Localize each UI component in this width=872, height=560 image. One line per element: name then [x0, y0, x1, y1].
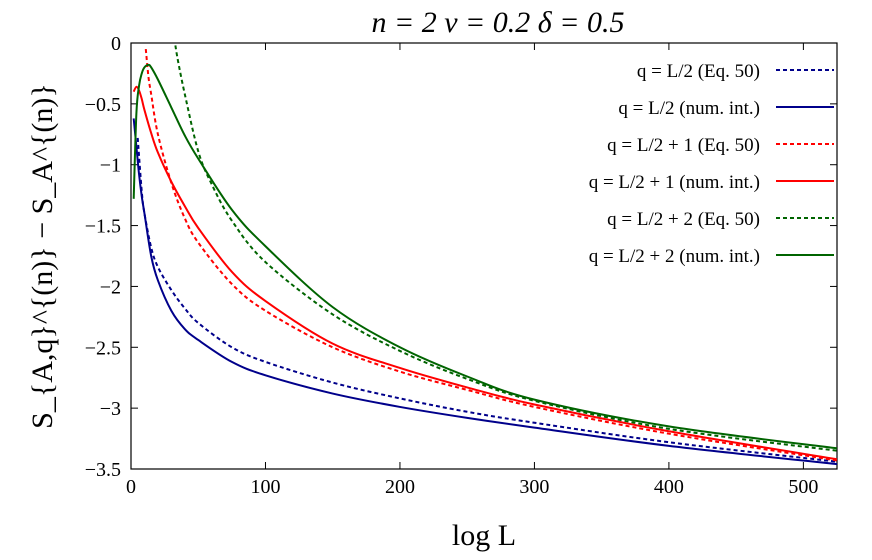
x-tick-label: 300: [519, 476, 549, 498]
series-line-1: [136, 137, 837, 463]
x-tick-label: 200: [385, 476, 415, 498]
y-tick-label: −1: [100, 155, 121, 177]
x-tick-label: 500: [788, 476, 818, 498]
x-axis-label: log L: [452, 519, 516, 552]
y-tick-label: 0: [111, 33, 121, 55]
y-axis-label: S_{A,q}^{(n)} − S_A^{(n)}: [26, 83, 59, 429]
series-line-6: [132, 63, 837, 450]
series-line-5: [174, 45, 837, 452]
legend-label: q = L/2 + 2 (num. int.): [589, 246, 760, 267]
x-tick-label: 400: [654, 476, 684, 498]
legend-label: q = L/2 + 2 (Eq. 50): [607, 209, 760, 230]
y-tick-label: −2.5: [85, 337, 121, 359]
legend-label: q = L/2 (Eq. 50): [637, 61, 760, 82]
x-tick-label: 100: [250, 476, 280, 498]
y-tick-label: −3: [100, 398, 121, 420]
chart-title: n = 2 ν = 0.2 δ = 0.5: [372, 6, 625, 39]
legend-label: q = L/2 + 1 (Eq. 50): [607, 135, 760, 156]
y-tick-label: −0.5: [85, 94, 121, 116]
series-line-3: [144, 48, 837, 462]
series-lines: [132, 45, 837, 466]
y-tick-label: −3.5: [85, 459, 121, 481]
x-tick-label: 0: [126, 476, 136, 498]
series-line-2: [132, 118, 837, 466]
series-line-4: [132, 85, 837, 461]
legend-label: q = L/2 + 1 (num. int.): [589, 172, 760, 193]
y-tick-label: −1.5: [85, 216, 121, 238]
plot-frame: [130, 42, 838, 470]
y-tick-label: −2: [100, 276, 121, 298]
legend-label: q = L/2 (num. int.): [618, 98, 760, 119]
